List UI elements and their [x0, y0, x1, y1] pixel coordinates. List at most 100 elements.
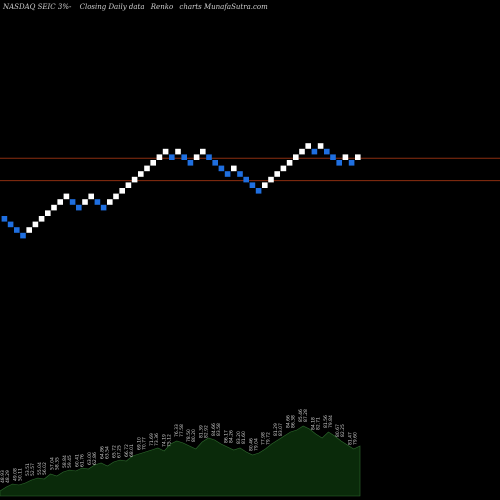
- renko-brick-up: [51, 204, 57, 211]
- volume-price-label: 75.12: [166, 434, 172, 447]
- renko-brick-up: [231, 165, 237, 172]
- renko-brick-up: [280, 165, 287, 172]
- volume-price-label: 73.36: [154, 433, 160, 446]
- volume-price-label: 71.69: [149, 433, 155, 446]
- renko-brick-down: [1, 216, 8, 222]
- volume-price-label: 58.84: [62, 455, 68, 468]
- renko-brick-up: [88, 193, 94, 200]
- renko-brick-up: [162, 148, 169, 155]
- renko-brick-up: [200, 148, 206, 155]
- volume-price-label: 80.46: [248, 438, 254, 451]
- volume-price-label: 56.02: [42, 462, 48, 475]
- renko-brick-up: [268, 176, 274, 183]
- renko-brick-down: [336, 160, 342, 166]
- renko-brick-up: [63, 193, 70, 200]
- renko-brick-up: [107, 199, 113, 205]
- volume-price-label: 81.56: [323, 415, 329, 428]
- volume-price-label: 77.98: [261, 432, 267, 445]
- volume-price-label: 57.04: [50, 457, 56, 470]
- renko-brick-down: [14, 227, 20, 233]
- renko-brick-up: [119, 188, 125, 194]
- renko-brick-up: [286, 160, 293, 166]
- volume-price-label: 87.28: [303, 409, 309, 422]
- volume-area: [0, 425, 361, 497]
- volume-area-path: [0, 425, 361, 497]
- renko-brick-up: [355, 154, 361, 160]
- chart-kind-label: Closing Daily data: [80, 3, 145, 11]
- volume-price-label: 63.54: [104, 446, 110, 459]
- renko-brick-up: [26, 227, 32, 233]
- renko-brick-down: [100, 204, 107, 211]
- volume-price-label: 58.35: [55, 457, 61, 470]
- level-lines: [0, 157, 500, 182]
- volume-price-label: 69.10: [137, 437, 143, 450]
- volume-price-label: 62.86: [92, 452, 98, 465]
- volume-price-label: 68.01: [129, 444, 135, 457]
- volume-price-label: 55.04: [37, 462, 43, 475]
- volume-price-label: 61.76: [79, 454, 85, 467]
- renko-brick-down: [348, 160, 355, 166]
- volume-price-label: 81.29: [273, 423, 279, 436]
- volume-price-label: 59.45: [67, 455, 73, 468]
- volume-price-label: 64.86: [99, 446, 105, 459]
- volume-price-label: 52.57: [30, 463, 36, 476]
- renko-brick-up: [299, 148, 305, 155]
- renko-brick-up: [144, 165, 150, 172]
- renko-brick-down: [249, 182, 256, 188]
- volume-price-label: 86.38: [291, 415, 297, 428]
- renko-brick-down: [69, 199, 76, 205]
- volume-price-label: 82.92: [204, 425, 210, 438]
- renko-brick-up: [82, 199, 88, 205]
- volume-price-label: 86.17: [223, 430, 229, 443]
- chart-header: NASDAQ SEIC 3%- Closing Daily data Renko…: [2, 3, 268, 11]
- volume-price-label: 79.04: [253, 438, 259, 451]
- renko-brick-up: [57, 199, 63, 205]
- renko-brick-up: [305, 143, 311, 149]
- volume-price-label: 83.58: [216, 423, 222, 436]
- volume-price-label: 74.19: [161, 434, 167, 447]
- renko-brick-down: [7, 221, 14, 228]
- renko-brick-down: [243, 176, 249, 183]
- volume-price-label: 81.60: [241, 431, 247, 444]
- volume-price-label: 49.08: [12, 468, 18, 481]
- volume-price-label: 82.71: [315, 417, 321, 430]
- volume-price-label: 83.20: [236, 431, 242, 444]
- renko-brick-down: [76, 204, 82, 211]
- volume-price-label: 84.26: [228, 430, 234, 443]
- volume-price-label: 48.29: [5, 470, 11, 483]
- renko-brick-down: [212, 160, 218, 166]
- renko-brick-up: [175, 148, 181, 155]
- renko-brick-down: [20, 232, 26, 239]
- renko-brick-down: [330, 154, 336, 160]
- volume-price-label: 85.46: [298, 409, 304, 422]
- renko-bricks: [1, 143, 361, 239]
- volume-price-label: 53.51: [25, 463, 31, 476]
- volume-price-label: 84.18: [310, 417, 316, 430]
- renko-brick-up: [156, 154, 163, 160]
- volume-price-label: 66.72: [124, 444, 130, 457]
- renko-brick-up: [293, 154, 299, 160]
- renko-brick-up: [138, 171, 144, 177]
- volume-price-label: 79.60: [353, 432, 359, 445]
- renko-brick-down: [324, 148, 330, 155]
- renko-brick-up: [38, 216, 45, 222]
- volume-price-label: 84.66: [286, 415, 292, 428]
- volume-price-label: 80.67: [335, 424, 341, 437]
- renko-brick-up: [193, 154, 200, 160]
- renko-brick-down: [255, 188, 262, 194]
- volume-price-label: 63.00: [87, 452, 93, 465]
- renko-brick-up: [45, 210, 51, 216]
- volume-price-label: 81.47: [348, 432, 354, 445]
- chart-style-label: Renko: [150, 3, 173, 11]
- renko-brick-up: [32, 221, 39, 228]
- fragment-label: 3%-: [58, 3, 72, 11]
- volume-price-label: 79.72: [266, 432, 272, 445]
- volume-price-label: 70.77: [142, 437, 148, 450]
- volume-price-label: 82.25: [340, 424, 346, 437]
- renko-brick-up: [317, 143, 324, 149]
- volume-price-label: 65.72: [112, 445, 118, 458]
- volume-price-label: 79.84: [328, 415, 334, 428]
- renko-brick-down: [237, 171, 243, 177]
